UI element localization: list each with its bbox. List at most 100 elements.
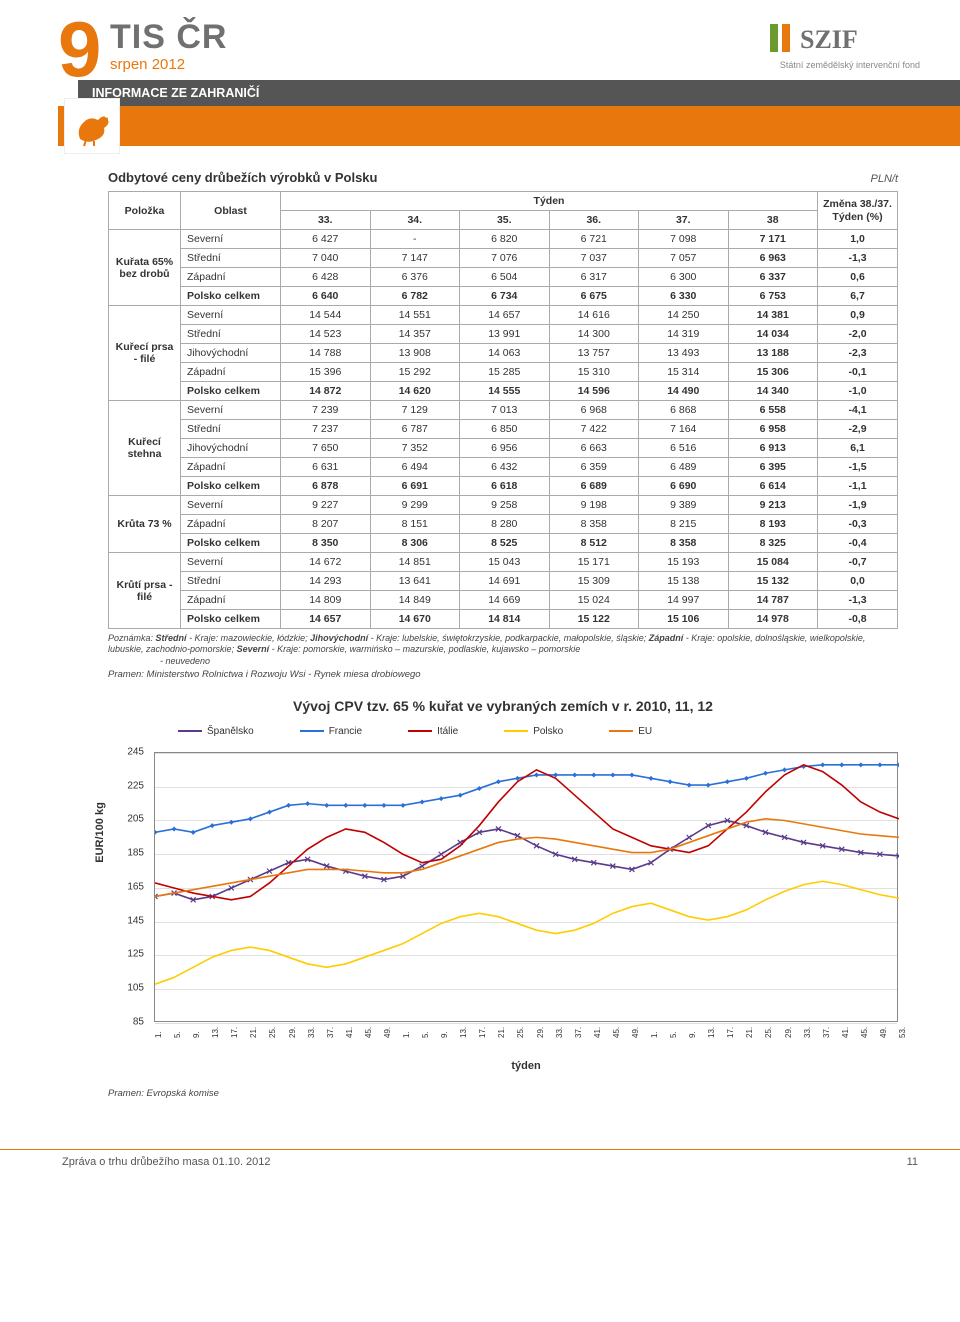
y-tick: 85 (133, 1016, 144, 1027)
table-note: Poznámka: Střední - Kraje: mazowieckie, … (108, 633, 898, 667)
value-cell: 8 358 (639, 534, 729, 553)
change-cell: 6,7 (818, 287, 898, 306)
value-cell: 15 084 (728, 553, 818, 572)
value-cell: 6 968 (549, 401, 639, 420)
table-row: Západní15 39615 29215 28515 31015 31415 … (109, 363, 898, 382)
x-tick: 29. (536, 1027, 545, 1038)
value-cell: 6 489 (639, 458, 729, 477)
value-cell: 6 878 (281, 477, 371, 496)
table-row: Západní14 80914 84914 66915 02414 99714 … (109, 591, 898, 610)
legend-label: EU (638, 726, 652, 737)
x-tick: 45. (364, 1027, 373, 1038)
change-cell: -1,3 (818, 249, 898, 268)
legend-label: Polsko (533, 726, 563, 737)
x-tick: 41. (345, 1027, 354, 1038)
value-cell: 8 525 (460, 534, 550, 553)
value-cell: 7 098 (639, 230, 729, 249)
change-cell: -1,5 (818, 458, 898, 477)
value-cell: 15 309 (549, 572, 639, 591)
group-label: Krůtí prsa - filé (109, 553, 181, 629)
edition-number: 9 (58, 10, 101, 88)
value-cell: 6 359 (549, 458, 639, 477)
value-cell: 13 493 (639, 344, 729, 363)
value-cell: 7 171 (728, 230, 818, 249)
value-cell: 6 820 (460, 230, 550, 249)
change-cell: -1,9 (818, 496, 898, 515)
page-header: 9 TIS ČR srpen 2012 SZIF Státní zeměděls… (0, 0, 960, 150)
value-cell: 6 317 (549, 268, 639, 287)
x-tick: 29. (784, 1027, 793, 1038)
hen-icon (70, 104, 114, 148)
change-cell: -0,1 (818, 363, 898, 382)
region-cell: Západní (181, 363, 281, 382)
value-cell: 14 809 (281, 591, 371, 610)
chart-plot (154, 752, 898, 1022)
table-row: Jihovýchodní7 6507 3526 9566 6636 5166 9… (109, 439, 898, 458)
table-row: Jihovýchodní14 78813 90814 06313 75713 4… (109, 344, 898, 363)
value-cell: 15 122 (549, 610, 639, 629)
x-tick: 49. (383, 1027, 392, 1038)
legend-label: Španělsko (207, 726, 254, 737)
x-tick: 49. (631, 1027, 640, 1038)
legend-item: EU (609, 726, 652, 737)
chart-source: Pramen: Evropská komise (108, 1088, 898, 1099)
value-cell: 13 991 (460, 325, 550, 344)
edition-date: srpen 2012 (110, 56, 185, 73)
table-row: Západní8 2078 1518 2808 3588 2158 193-0,… (109, 515, 898, 534)
chart-title: Vývoj CPV tzv. 65 % kuřat ve vybraných z… (108, 698, 898, 714)
value-cell: 8 151 (370, 515, 460, 534)
footer-left: Zpráva o trhu drůbežího masa 01.10. 2012 (62, 1156, 271, 1168)
x-tick: 17. (230, 1027, 239, 1038)
x-tick: 33. (307, 1027, 316, 1038)
value-cell: 6 963 (728, 249, 818, 268)
region-cell: Střední (181, 249, 281, 268)
change-cell: -1,3 (818, 591, 898, 610)
change-cell: -0,7 (818, 553, 898, 572)
value-cell: 8 358 (549, 515, 639, 534)
value-cell: 7 013 (460, 401, 550, 420)
value-cell: 9 389 (639, 496, 729, 515)
series-line (155, 881, 899, 984)
value-cell: 14 340 (728, 382, 818, 401)
value-cell: 7 037 (549, 249, 639, 268)
content-area: Odbytové ceny drůbežích výrobků v Polsku… (0, 150, 960, 1099)
value-cell: 14 319 (639, 325, 729, 344)
value-cell: 14 250 (639, 306, 729, 325)
x-tick: 53. (898, 1027, 907, 1038)
chart-legend: ŠpanělskoFrancieItáliePolskoEU (178, 726, 888, 737)
price-table: Položka Oblast Týden Změna 38./37. Týden… (108, 191, 898, 629)
chart-lines (155, 753, 899, 1023)
value-cell: 14 063 (460, 344, 550, 363)
table-source: Pramen: Ministerstwo Rolnictwa i Rozwoju… (108, 669, 898, 680)
col-polozka: Položka (109, 192, 181, 230)
value-cell: 6 504 (460, 268, 550, 287)
brand-logo-text: TIS ČR (110, 18, 227, 57)
table-row: Kuřata 65% bez drobůSeverní6 427-6 8206 … (109, 230, 898, 249)
change-cell: -0,4 (818, 534, 898, 553)
table-row: Západní6 4286 3766 5046 3176 3006 3370,6 (109, 268, 898, 287)
change-cell: 0,0 (818, 572, 898, 591)
x-tick: 21. (497, 1027, 506, 1038)
x-tick: 41. (593, 1027, 602, 1038)
value-cell: 14 672 (281, 553, 371, 572)
y-tick: 125 (127, 949, 144, 960)
group-label: Krůta 73 % (109, 496, 181, 553)
value-cell: 7 352 (370, 439, 460, 458)
chart: ŠpanělskoFrancieItáliePolskoEU EUR/100 k… (108, 722, 898, 1042)
value-cell: 7 422 (549, 420, 639, 439)
y-axis: EUR/100 kg 85105125145165185205225245 (108, 752, 148, 1022)
x-tick: 1. (650, 1031, 659, 1038)
value-cell: 15 310 (549, 363, 639, 382)
value-cell: 6 516 (639, 439, 729, 458)
value-cell: 15 171 (549, 553, 639, 572)
value-cell: 8 512 (549, 534, 639, 553)
change-cell: -4,1 (818, 401, 898, 420)
value-cell: 8 207 (281, 515, 371, 534)
change-cell: 6,1 (818, 439, 898, 458)
value-cell: 6 734 (460, 287, 550, 306)
region-cell: Jihovýchodní (181, 439, 281, 458)
value-cell: 7 650 (281, 439, 371, 458)
value-cell: 6 691 (370, 477, 460, 496)
x-tick: 33. (803, 1027, 812, 1038)
x-tick: 37. (574, 1027, 583, 1038)
